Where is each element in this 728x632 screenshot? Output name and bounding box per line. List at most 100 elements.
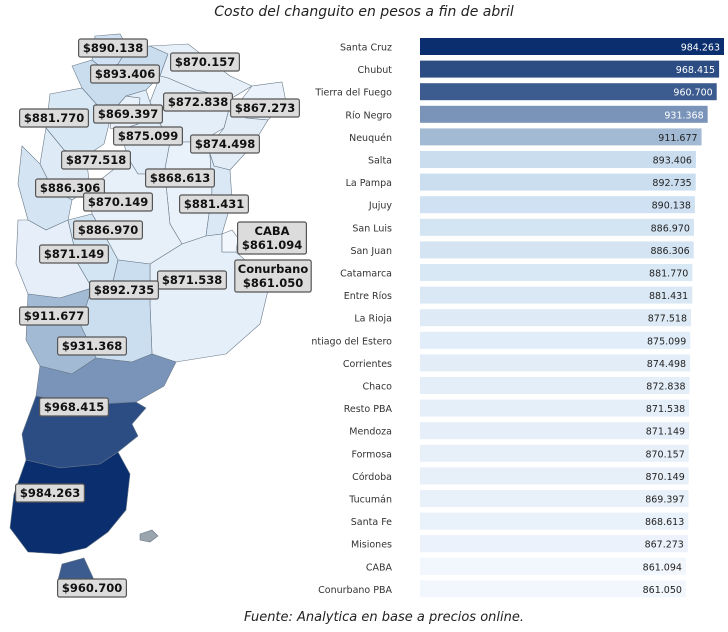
map-label-tucuman: $869.397 xyxy=(92,104,164,124)
bar xyxy=(420,151,696,168)
bar-series: Santa Cruz 984.263 Chubut 968.415 Tierra del… xyxy=(312,38,724,598)
svg-text:$875.099: $875.099 xyxy=(118,129,178,143)
value-label: 868.613 xyxy=(645,517,684,528)
map-label-larioja: $877.518 xyxy=(60,150,132,170)
value-label: 886.306 xyxy=(650,246,689,257)
category-label: CABA xyxy=(366,562,393,573)
category-label: Neuquén xyxy=(349,133,392,144)
bar xyxy=(420,490,689,507)
value-label: 874.498 xyxy=(647,359,686,370)
value-label: 870.157 xyxy=(645,449,684,460)
value-label: 875.099 xyxy=(647,336,686,347)
bar xyxy=(420,218,694,236)
map-label-rionegro: $931.368 xyxy=(56,336,128,356)
svg-text:$869.397: $869.397 xyxy=(98,107,158,121)
map-label-lapampa: $892.735 xyxy=(88,280,160,300)
value-label: 871.149 xyxy=(646,427,685,438)
value-label: 886.970 xyxy=(651,223,690,234)
category-label: Santiago del Estero xyxy=(312,336,392,347)
category-label: Formosa xyxy=(351,449,392,460)
islands xyxy=(139,529,159,543)
svg-text:$886.306: $886.306 xyxy=(40,181,100,195)
svg-text:$870.149: $870.149 xyxy=(88,195,148,209)
category-label: San Luis xyxy=(352,223,392,234)
svg-text:$877.518: $877.518 xyxy=(66,153,126,167)
province-amba xyxy=(221,229,239,253)
svg-text:CABA: CABA xyxy=(254,224,289,238)
value-label: 861.094 xyxy=(643,562,682,573)
category-label: Santa Fe xyxy=(351,517,392,528)
value-label: 881.770 xyxy=(649,269,688,280)
map-label-misiones: $867.273 xyxy=(229,98,301,118)
value-label: 960.700 xyxy=(673,88,712,99)
value-label: 877.518 xyxy=(648,314,687,325)
map-label-chaco: $872.838 xyxy=(162,92,234,112)
svg-text:$911.677: $911.677 xyxy=(24,309,84,323)
svg-text:$872.838: $872.838 xyxy=(168,95,228,109)
value-label: 869.397 xyxy=(645,495,684,506)
chart-title: Costo del changuito en pesos a fin de ab… xyxy=(214,4,514,20)
province-santacruz xyxy=(9,451,131,555)
map-label-sanluis: $886.970 xyxy=(72,220,144,240)
category-label: Corrientes xyxy=(343,359,392,370)
bar xyxy=(420,83,717,101)
bar xyxy=(420,309,692,327)
svg-text:$886.970: $886.970 xyxy=(78,223,138,237)
category-label: Río Negro xyxy=(345,110,392,121)
bar xyxy=(420,173,696,191)
bar xyxy=(420,241,694,259)
bar xyxy=(420,512,689,530)
svg-text:$960.700: $960.700 xyxy=(62,581,122,595)
svg-text:Conurbano: Conurbano xyxy=(238,262,309,276)
value-label: 892.735 xyxy=(652,178,691,189)
bar xyxy=(420,557,686,575)
svg-text:$861.094: $861.094 xyxy=(242,238,302,252)
category-label: La Rioja xyxy=(354,314,392,325)
svg-text:$890.138: $890.138 xyxy=(83,41,143,55)
value-label: 890.138 xyxy=(652,201,691,212)
bar xyxy=(420,422,690,440)
svg-text:$984.263: $984.263 xyxy=(20,486,80,500)
value-label: 931.368 xyxy=(664,110,703,121)
value-label: 881.431 xyxy=(649,291,688,302)
category-label: Mendoza xyxy=(349,427,392,438)
value-label: 872.838 xyxy=(646,382,685,393)
map-label-chubut: $968.415 xyxy=(38,397,110,417)
value-label: 871.538 xyxy=(646,404,685,415)
bar xyxy=(420,467,689,485)
map-label-santafe: $868.613 xyxy=(144,168,216,188)
bar xyxy=(420,331,691,349)
category-label: Catamarca xyxy=(340,269,392,280)
map-label-santacruz: $984.263 xyxy=(14,483,86,503)
value-label: 984.263 xyxy=(681,43,720,54)
bar xyxy=(420,535,688,553)
category-label: Chaco xyxy=(362,382,392,393)
map-label-restopba: $871.538 xyxy=(156,270,228,290)
value-label: 893.406 xyxy=(653,156,692,167)
map-label-formosa: $870.157 xyxy=(169,52,241,72)
category-label: Entre Ríos xyxy=(344,291,392,302)
map-label-tdf: $960.700 xyxy=(56,578,128,598)
category-label: La Pampa xyxy=(346,178,392,189)
bar xyxy=(420,377,690,394)
svg-text:$871.149: $871.149 xyxy=(44,247,104,261)
category-label: Tierra del Fuego xyxy=(314,88,392,99)
category-label: Misiones xyxy=(351,540,392,551)
map-label-catamarca: $881.770 xyxy=(18,108,90,128)
bar xyxy=(420,264,693,281)
map-label-entrerios: $881.431 xyxy=(178,194,250,214)
value-label: 867.273 xyxy=(645,540,684,551)
bar xyxy=(420,105,708,123)
svg-text:$874.498: $874.498 xyxy=(195,137,255,151)
category-label: Córdoba xyxy=(352,472,392,483)
svg-text:$867.273: $867.273 xyxy=(235,101,295,115)
bar xyxy=(420,196,695,214)
map-labels: $890.138 $893.406 $870.157 $872.838 $867.273… xyxy=(14,38,312,598)
value-label: 911.677 xyxy=(658,133,697,144)
bar xyxy=(420,286,693,304)
bar xyxy=(420,38,724,55)
svg-text:$868.613: $868.613 xyxy=(150,171,210,185)
value-label: 870.149 xyxy=(645,472,684,483)
bar xyxy=(420,60,720,78)
svg-text:$881.431: $881.431 xyxy=(184,197,244,211)
